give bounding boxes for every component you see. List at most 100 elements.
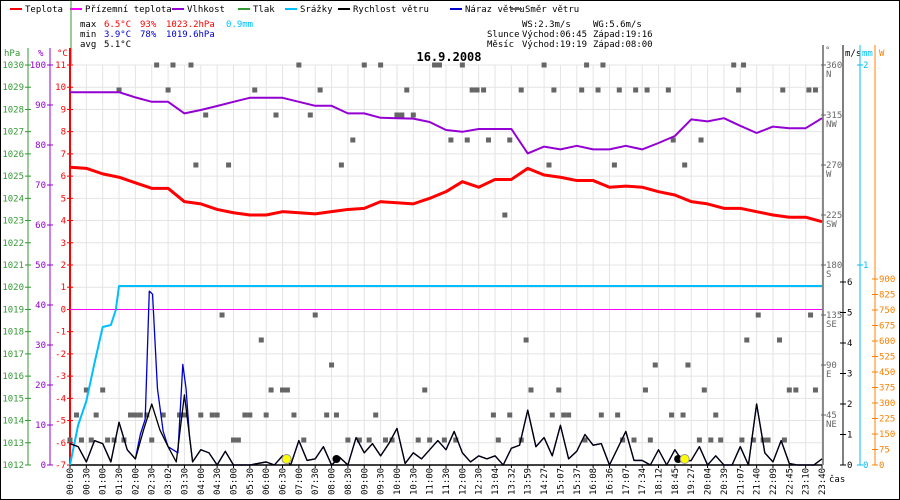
wind-direction-point	[453, 437, 459, 443]
wind-direction-point	[373, 412, 379, 418]
tick-label-time: 20:04	[704, 468, 714, 495]
wind-direction-point	[268, 387, 274, 393]
tick-label-dir: 225	[826, 211, 842, 221]
wind-direction-point	[698, 137, 704, 143]
stats-max-hum: 93%	[140, 20, 157, 30]
tick-label-ms: 4	[847, 339, 852, 349]
tick-label-temp: -4	[55, 394, 66, 404]
tick-label-hpa: 1022	[2, 239, 24, 249]
wind-direction-point	[765, 437, 771, 443]
wind-direction-point	[263, 412, 269, 418]
wind-direction-point	[549, 412, 555, 418]
tick-label-time: 12:00	[458, 468, 468, 495]
tick-label-w: 525	[879, 353, 895, 363]
tick-label-hpa: 1020	[2, 283, 24, 293]
wind-direction-point	[350, 137, 356, 143]
wind-direction-point	[93, 412, 99, 418]
tick-label-time: 03:02	[164, 468, 174, 495]
tick-label-time: 04:00	[197, 468, 207, 495]
wind-direction-point	[582, 437, 588, 443]
wind-direction-point	[280, 387, 286, 393]
wind-direction-point	[448, 137, 454, 143]
wind-direction-point	[203, 112, 209, 118]
wind-direction-point	[579, 87, 585, 93]
wind-direction-point	[345, 437, 351, 443]
info-moonrise: Východ:19:19	[522, 40, 587, 50]
wind-direction-point	[181, 412, 187, 418]
wind-direction-point	[620, 437, 626, 443]
wind-direction-point	[750, 437, 756, 443]
tick-label-dir-compass: W	[826, 170, 832, 180]
tick-label-mm: 0	[863, 461, 868, 471]
wind-direction-point	[399, 112, 405, 118]
tick-label-temp: 4	[61, 217, 66, 227]
legend-label: Rychlost větru	[353, 5, 429, 15]
wind-direction-point	[647, 437, 653, 443]
marks	[67, 62, 823, 466]
wind-direction-point	[88, 437, 94, 443]
tick-label-time: 08:00	[328, 468, 338, 495]
tick-label-hpa: 1021	[2, 261, 24, 271]
wind-direction-point	[296, 62, 302, 68]
tick-label-time: 04:30	[213, 468, 223, 495]
wind-direction-point	[394, 112, 400, 118]
sun-marker	[281, 454, 292, 464]
tick-label-w: 75	[879, 446, 890, 456]
tick-label-time: 22:45	[785, 468, 795, 495]
tick-label-time: 15:37	[573, 468, 583, 495]
tick-label-time: 07:00	[295, 468, 305, 495]
wind-direction-point	[631, 437, 637, 443]
wind-direction-point	[137, 412, 143, 418]
tick-label-dir-compass: SW	[826, 220, 837, 230]
tick-label-hpa: 1023	[2, 217, 24, 227]
tick-label-time: 11:30	[442, 468, 452, 495]
tick-label-temp: 5	[61, 194, 66, 204]
info-ws: WS:2.3m/s	[522, 20, 571, 30]
wind-direction-point	[235, 437, 241, 443]
wind-direction-point	[383, 437, 389, 443]
tick-label-time: 22:09	[769, 468, 779, 495]
wind-direction-point	[422, 387, 428, 393]
wind-direction-point	[100, 387, 106, 393]
tick-label-hpa: 1012	[2, 461, 24, 471]
tick-label-hpa: 1016	[2, 372, 24, 382]
tick-label-w: 150	[879, 430, 895, 440]
wind-direction-point	[561, 412, 567, 418]
tick-label-time: 11:00	[426, 468, 436, 495]
wind-direction-point	[541, 62, 547, 68]
wind-direction-point	[378, 62, 384, 68]
tick-label-time: 18:45	[671, 468, 681, 495]
tick-label-hpa: 1030	[2, 61, 24, 71]
wind-direction-point	[317, 87, 323, 93]
tick-label-dir: 270	[826, 161, 842, 171]
wind-direction-point	[806, 87, 812, 93]
tick-label-w: 600	[879, 337, 895, 347]
wind-direction-point	[595, 87, 601, 93]
wind-direction-point	[644, 87, 650, 93]
wind-direction-point	[324, 412, 330, 418]
tick-label-dir: 90	[826, 361, 837, 371]
wind-direction-point	[474, 87, 480, 93]
wind-direction-point	[436, 62, 442, 68]
wind-direction-point	[713, 412, 719, 418]
wind-direction-point	[111, 437, 117, 443]
tick-label-pct: 100	[30, 61, 46, 71]
tick-label-temp: 7	[61, 150, 66, 160]
stats-min-hum: 78%	[140, 30, 157, 40]
tick-label-hpa: 1029	[2, 83, 24, 93]
wind-direction-point	[642, 387, 648, 393]
tick-label-time: 19:27	[687, 468, 697, 495]
legend-label: Srážky	[300, 5, 333, 15]
wind-direction-point	[67, 437, 73, 443]
tick-label-pct: 90	[35, 101, 46, 111]
info-sun-label: Slunce	[487, 30, 520, 40]
tick-label-pct: 40	[35, 301, 46, 311]
tick-label-time: 10:00	[393, 468, 403, 495]
wind-direction-point	[486, 137, 492, 143]
tick-label-time: 16:36	[605, 468, 615, 495]
wind-direction-point	[149, 437, 155, 443]
wind-direction-point	[680, 412, 686, 418]
wind-direction-point	[165, 87, 171, 93]
legend-label: Náraz větru	[465, 5, 525, 15]
wind-direction-point	[389, 437, 395, 443]
